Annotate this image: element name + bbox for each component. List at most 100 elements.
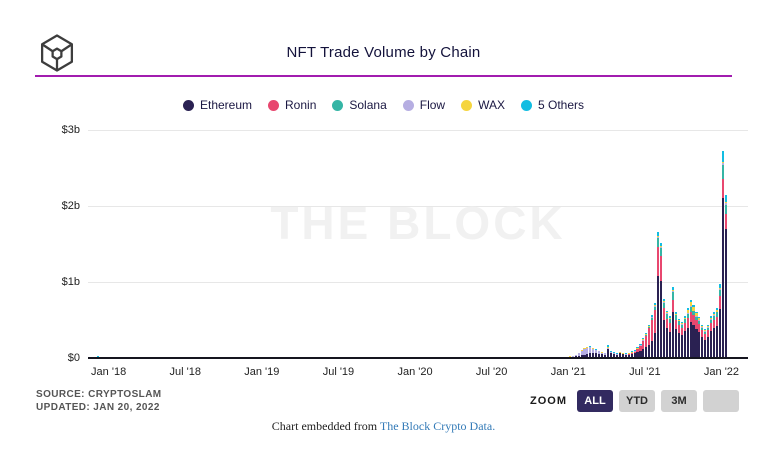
bar[interactable] [247, 130, 250, 358]
bar[interactable] [406, 130, 409, 358]
bar[interactable] [88, 130, 91, 358]
bar[interactable] [624, 130, 627, 358]
zoom-button-blank[interactable] [703, 390, 739, 412]
bar[interactable] [206, 130, 209, 358]
bar[interactable] [114, 130, 118, 358]
bar[interactable] [545, 130, 548, 358]
bar[interactable] [477, 130, 480, 358]
bar[interactable] [427, 130, 430, 358]
bar[interactable] [391, 130, 395, 358]
bar[interactable] [436, 130, 439, 358]
bar[interactable] [424, 130, 427, 358]
bar[interactable] [168, 130, 171, 358]
bar[interactable] [506, 130, 509, 358]
bar[interactable] [480, 130, 483, 358]
bar[interactable] [197, 130, 200, 358]
bar[interactable] [94, 130, 97, 358]
bar[interactable] [91, 130, 94, 358]
bar[interactable] [279, 130, 283, 358]
bar[interactable] [663, 130, 666, 358]
bar[interactable] [191, 130, 194, 358]
bar[interactable] [176, 130, 179, 358]
bar[interactable] [474, 130, 477, 358]
bar[interactable] [459, 130, 462, 358]
bar[interactable] [498, 130, 501, 358]
bar[interactable] [212, 130, 215, 358]
bar[interactable] [521, 130, 524, 358]
bar[interactable] [377, 130, 380, 358]
bar[interactable] [689, 130, 692, 358]
the-block-crypto-data-link[interactable]: The Block Crypto Data. [379, 419, 496, 433]
bar[interactable] [235, 130, 238, 358]
bar[interactable] [515, 130, 518, 358]
bar[interactable] [297, 130, 300, 358]
bar[interactable] [383, 130, 386, 358]
bar[interactable] [536, 130, 539, 358]
bar[interactable] [188, 130, 191, 358]
bar[interactable] [686, 130, 689, 358]
bar[interactable] [162, 130, 165, 358]
bar[interactable] [433, 130, 436, 358]
bar[interactable] [530, 130, 533, 358]
bar[interactable] [492, 130, 495, 358]
bar[interactable] [97, 130, 100, 358]
bar[interactable] [500, 130, 504, 358]
bar[interactable] [288, 130, 291, 358]
bar[interactable] [574, 130, 577, 358]
bar[interactable] [347, 130, 350, 358]
bar[interactable] [453, 130, 456, 358]
bar[interactable] [607, 130, 610, 358]
bar[interactable] [595, 130, 598, 358]
bar[interactable] [221, 130, 224, 358]
bar[interactable] [103, 130, 106, 358]
plot-area[interactable]: THE BLOCK [88, 130, 748, 359]
bar[interactable] [132, 130, 135, 358]
bar[interactable] [156, 130, 159, 358]
bar[interactable] [518, 130, 521, 358]
bar[interactable] [668, 130, 671, 358]
bar[interactable] [415, 130, 418, 358]
bar[interactable] [665, 130, 669, 358]
bar[interactable] [524, 130, 527, 358]
bar[interactable] [489, 130, 492, 358]
bar[interactable] [483, 130, 486, 358]
bar[interactable] [654, 130, 657, 358]
bar[interactable] [368, 130, 371, 358]
bar[interactable] [218, 130, 221, 358]
bar[interactable] [618, 130, 621, 358]
bar[interactable] [274, 130, 277, 358]
bar[interactable] [309, 130, 312, 358]
bar[interactable] [462, 130, 465, 358]
bar[interactable] [312, 130, 315, 358]
bar[interactable] [639, 130, 642, 358]
bar[interactable] [710, 130, 713, 358]
bar[interactable] [282, 130, 285, 358]
bar[interactable] [601, 130, 604, 358]
bar[interactable] [226, 130, 230, 358]
bar[interactable] [677, 130, 680, 358]
bar[interactable] [674, 130, 677, 358]
bar[interactable] [721, 130, 725, 358]
bar[interactable] [486, 130, 489, 358]
bar[interactable] [465, 130, 468, 358]
bar[interactable] [612, 130, 615, 358]
bar[interactable] [300, 130, 303, 358]
bar[interactable] [388, 130, 392, 358]
bar[interactable] [371, 130, 374, 358]
legend-item-solana[interactable]: Solana [332, 98, 387, 112]
bar[interactable] [589, 130, 592, 358]
bar[interactable] [562, 130, 565, 358]
bar[interactable] [648, 130, 651, 358]
bar[interactable] [179, 130, 182, 358]
bar[interactable] [223, 130, 227, 358]
bar[interactable] [630, 130, 633, 358]
bar[interactable] [120, 130, 123, 358]
bar[interactable] [229, 130, 232, 358]
bar[interactable] [503, 130, 506, 358]
bar[interactable] [335, 130, 339, 358]
bar[interactable] [135, 130, 138, 358]
bar[interactable] [250, 130, 253, 358]
bar[interactable] [350, 130, 353, 358]
bar[interactable] [117, 130, 120, 358]
bar[interactable] [400, 130, 403, 358]
